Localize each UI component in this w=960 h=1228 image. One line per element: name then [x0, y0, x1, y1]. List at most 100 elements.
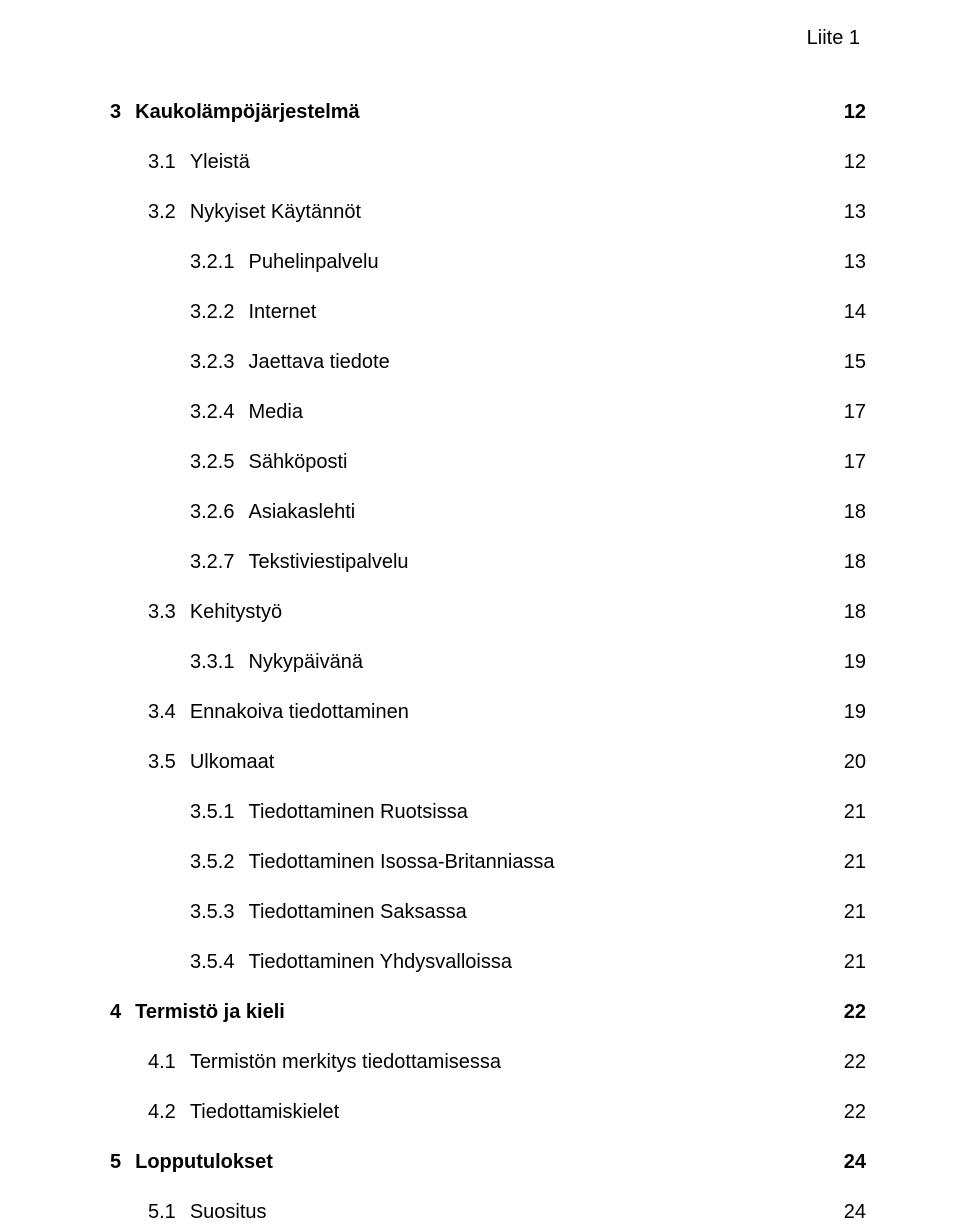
toc-page-number: 21: [844, 896, 870, 928]
toc-title: Tiedottaminen Isossa-Britanniassa: [248, 846, 554, 878]
toc-page-number: 21: [844, 796, 870, 828]
toc-page-number: 18: [844, 596, 870, 628]
toc-number: 3.2.6: [190, 496, 234, 528]
toc-number: 3.3.1: [190, 646, 234, 678]
toc-page-number: 18: [844, 496, 870, 528]
toc-row: 3.2.7 Tekstiviestipalvelu 18: [110, 546, 870, 578]
toc-label: 3.4 Ennakoiva tiedottaminen: [148, 696, 409, 728]
toc-row: 5.1Suositus24: [110, 1196, 870, 1228]
toc-label: 3.3.1Nykypäivänä: [190, 646, 363, 678]
toc-title: Kaukolämpöjärjestelmä: [135, 96, 360, 128]
toc-number: 4: [110, 996, 121, 1028]
toc-page-number: 24: [844, 1146, 870, 1178]
toc-label: 3.2.3 Jaettava tiedote: [190, 346, 390, 378]
toc-row: 4.1 Termistön merkitys tiedottamisessa 22: [110, 1046, 870, 1078]
toc-row: 3.4 Ennakoiva tiedottaminen 19: [110, 696, 870, 728]
toc-row: 3.2.6 Asiakaslehti 18: [110, 496, 870, 528]
toc-number: 3.5.3: [190, 896, 234, 928]
toc-number: 3.5.2: [190, 846, 234, 878]
toc-title: Termistö ja kieli: [135, 996, 285, 1028]
toc-page-number: 12: [844, 96, 870, 128]
toc-title: Suositus: [190, 1196, 267, 1228]
toc-row: 3.5.2 Tiedottaminen Isossa-Britanniassa 21: [110, 846, 870, 878]
toc-page-number: 17: [844, 446, 870, 478]
toc-label: 4.1 Termistön merkitys tiedottamisessa: [148, 1046, 501, 1078]
toc-row: 3.2.1Puhelinpalvelu 13: [110, 246, 870, 278]
toc-title: Ulkomaat: [190, 746, 274, 778]
toc-label: 3.3 Kehitystyö: [148, 596, 282, 628]
toc-row: 3.5.4 Tiedottaminen Yhdysvalloissa 21: [110, 946, 870, 978]
toc-title: Kehitystyö: [190, 596, 282, 628]
toc-page-number: 17: [844, 396, 870, 428]
toc-label: 3.2.5Sähköposti: [190, 446, 347, 478]
toc-page-number: 19: [844, 696, 870, 728]
toc-page-number: 22: [844, 996, 870, 1028]
toc-row: 3.5.3 Tiedottaminen Saksassa 21: [110, 896, 870, 928]
toc-page-number: 20: [844, 746, 870, 778]
toc-number: 3.3: [148, 596, 176, 628]
toc-title: Termistön merkitys tiedottamisessa: [190, 1046, 501, 1078]
toc-number: 3.2.7: [190, 546, 234, 578]
toc-page-number: 14: [844, 296, 870, 328]
toc-number: 3.4: [148, 696, 176, 728]
toc-label: 3.2.6 Asiakaslehti: [190, 496, 355, 528]
toc-label: 3.5.3 Tiedottaminen Saksassa: [190, 896, 467, 928]
toc-number: 3: [110, 96, 121, 128]
toc-row: 3.2Nykyiset Käytännöt 13: [110, 196, 870, 228]
toc-title: Tiedottamiskielet: [190, 1096, 339, 1128]
toc-title: Ennakoiva tiedottaminen: [190, 696, 409, 728]
toc-page-number: 22: [844, 1046, 870, 1078]
toc-label: 5Lopputulokset: [110, 1146, 273, 1178]
toc-row: 3.2.4 Media 17: [110, 396, 870, 428]
toc-page-number: 12: [844, 146, 870, 178]
toc-number: 3.2.4: [190, 396, 234, 428]
toc-row: 5Lopputulokset 24: [110, 1146, 870, 1178]
toc-page-number: 15: [844, 346, 870, 378]
header-annotation: Liite 1: [807, 22, 860, 54]
toc-label: 4.2 Tiedottamiskielet: [148, 1096, 339, 1128]
toc-title: Media: [248, 396, 302, 428]
toc-number: 3.1: [148, 146, 176, 178]
toc-row: 3.3.1Nykypäivänä 19: [110, 646, 870, 678]
toc-row: 3.1Yleistä 12: [110, 146, 870, 178]
toc-title: Puhelinpalvelu: [248, 246, 378, 278]
toc-label: 4 Termistö ja kieli: [110, 996, 285, 1028]
toc-page-number: 13: [844, 246, 870, 278]
toc-title: Jaettava tiedote: [248, 346, 389, 378]
toc-row: 4.2Tiedottamiskielet22: [110, 1096, 870, 1128]
toc-title: Tiedottaminen Yhdysvalloissa: [248, 946, 511, 978]
toc-page-number: 13: [844, 196, 870, 228]
toc-row: 3.5.1 Tiedottaminen Ruotsissa 21: [110, 796, 870, 828]
toc-row: 3.2.3 Jaettava tiedote 15: [110, 346, 870, 378]
toc-label: 3.5 Ulkomaat: [148, 746, 274, 778]
toc-page-number: 24: [844, 1196, 870, 1228]
page: Liite 1 3Kaukolämpöjärjestelmä123.1Yleis…: [0, 0, 960, 1103]
toc-label: 3.2.7 Tekstiviestipalvelu: [190, 546, 409, 578]
toc-number: 3.5: [148, 746, 176, 778]
toc-row: 3 Kaukolämpöjärjestelmä 12: [110, 96, 870, 128]
toc-number: 5: [110, 1146, 121, 1178]
toc-label: 3 Kaukolämpöjärjestelmä: [110, 96, 360, 128]
toc-title: Asiakaslehti: [248, 496, 355, 528]
toc-number: 4.2: [148, 1096, 176, 1128]
toc-title: Tekstiviestipalvelu: [248, 546, 408, 578]
toc-label: 3.2Nykyiset Käytännöt: [148, 196, 361, 228]
toc-page-number: 19: [844, 646, 870, 678]
toc-page-number: 21: [844, 946, 870, 978]
toc-page-number: 21: [844, 846, 870, 878]
toc-title: Tiedottaminen Saksassa: [248, 896, 466, 928]
table-of-contents: 3 Kaukolämpöjärjestelmä 12 3.1Yleistä 12 3.2N…: [110, 96, 870, 1228]
toc-label: 3.5.1 Tiedottaminen Ruotsissa: [190, 796, 468, 828]
toc-number: 3.5.4: [190, 946, 234, 978]
toc-label: 3.5.4 Tiedottaminen Yhdysvalloissa: [190, 946, 512, 978]
toc-number: 3.2: [148, 196, 176, 228]
toc-label: 3.2.1Puhelinpalvelu: [190, 246, 379, 278]
toc-number: 3.2.3: [190, 346, 234, 378]
toc-title: Internet: [248, 296, 316, 328]
toc-title: Tiedottaminen Ruotsissa: [248, 796, 467, 828]
toc-page-number: 18: [844, 546, 870, 578]
toc-number: 3.5.1: [190, 796, 234, 828]
toc-label: 3.1Yleistä: [148, 146, 250, 178]
toc-number: 4.1: [148, 1046, 176, 1078]
toc-label: 3.2.4 Media: [190, 396, 303, 428]
